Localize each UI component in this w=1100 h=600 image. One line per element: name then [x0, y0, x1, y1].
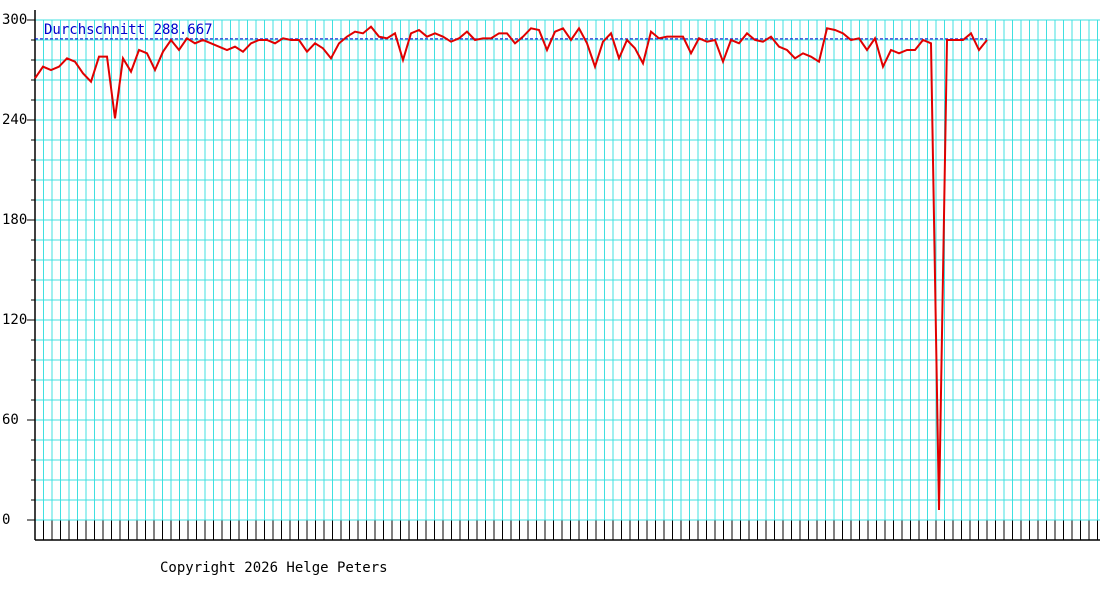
y-tick-label: 240 [2, 112, 27, 128]
y-tick-label: 300 [2, 12, 27, 28]
y-tick-label: 180 [2, 212, 27, 228]
average-label: Durchschnitt 288.667 [44, 22, 213, 38]
data-line [34, 25, 988, 511]
y-tick-label: 60 [2, 412, 19, 428]
y-tick-label: 120 [2, 312, 27, 328]
y-tick-label: 0 [2, 512, 10, 528]
footer: Copyright 2026 Helge Peters [160, 560, 388, 576]
